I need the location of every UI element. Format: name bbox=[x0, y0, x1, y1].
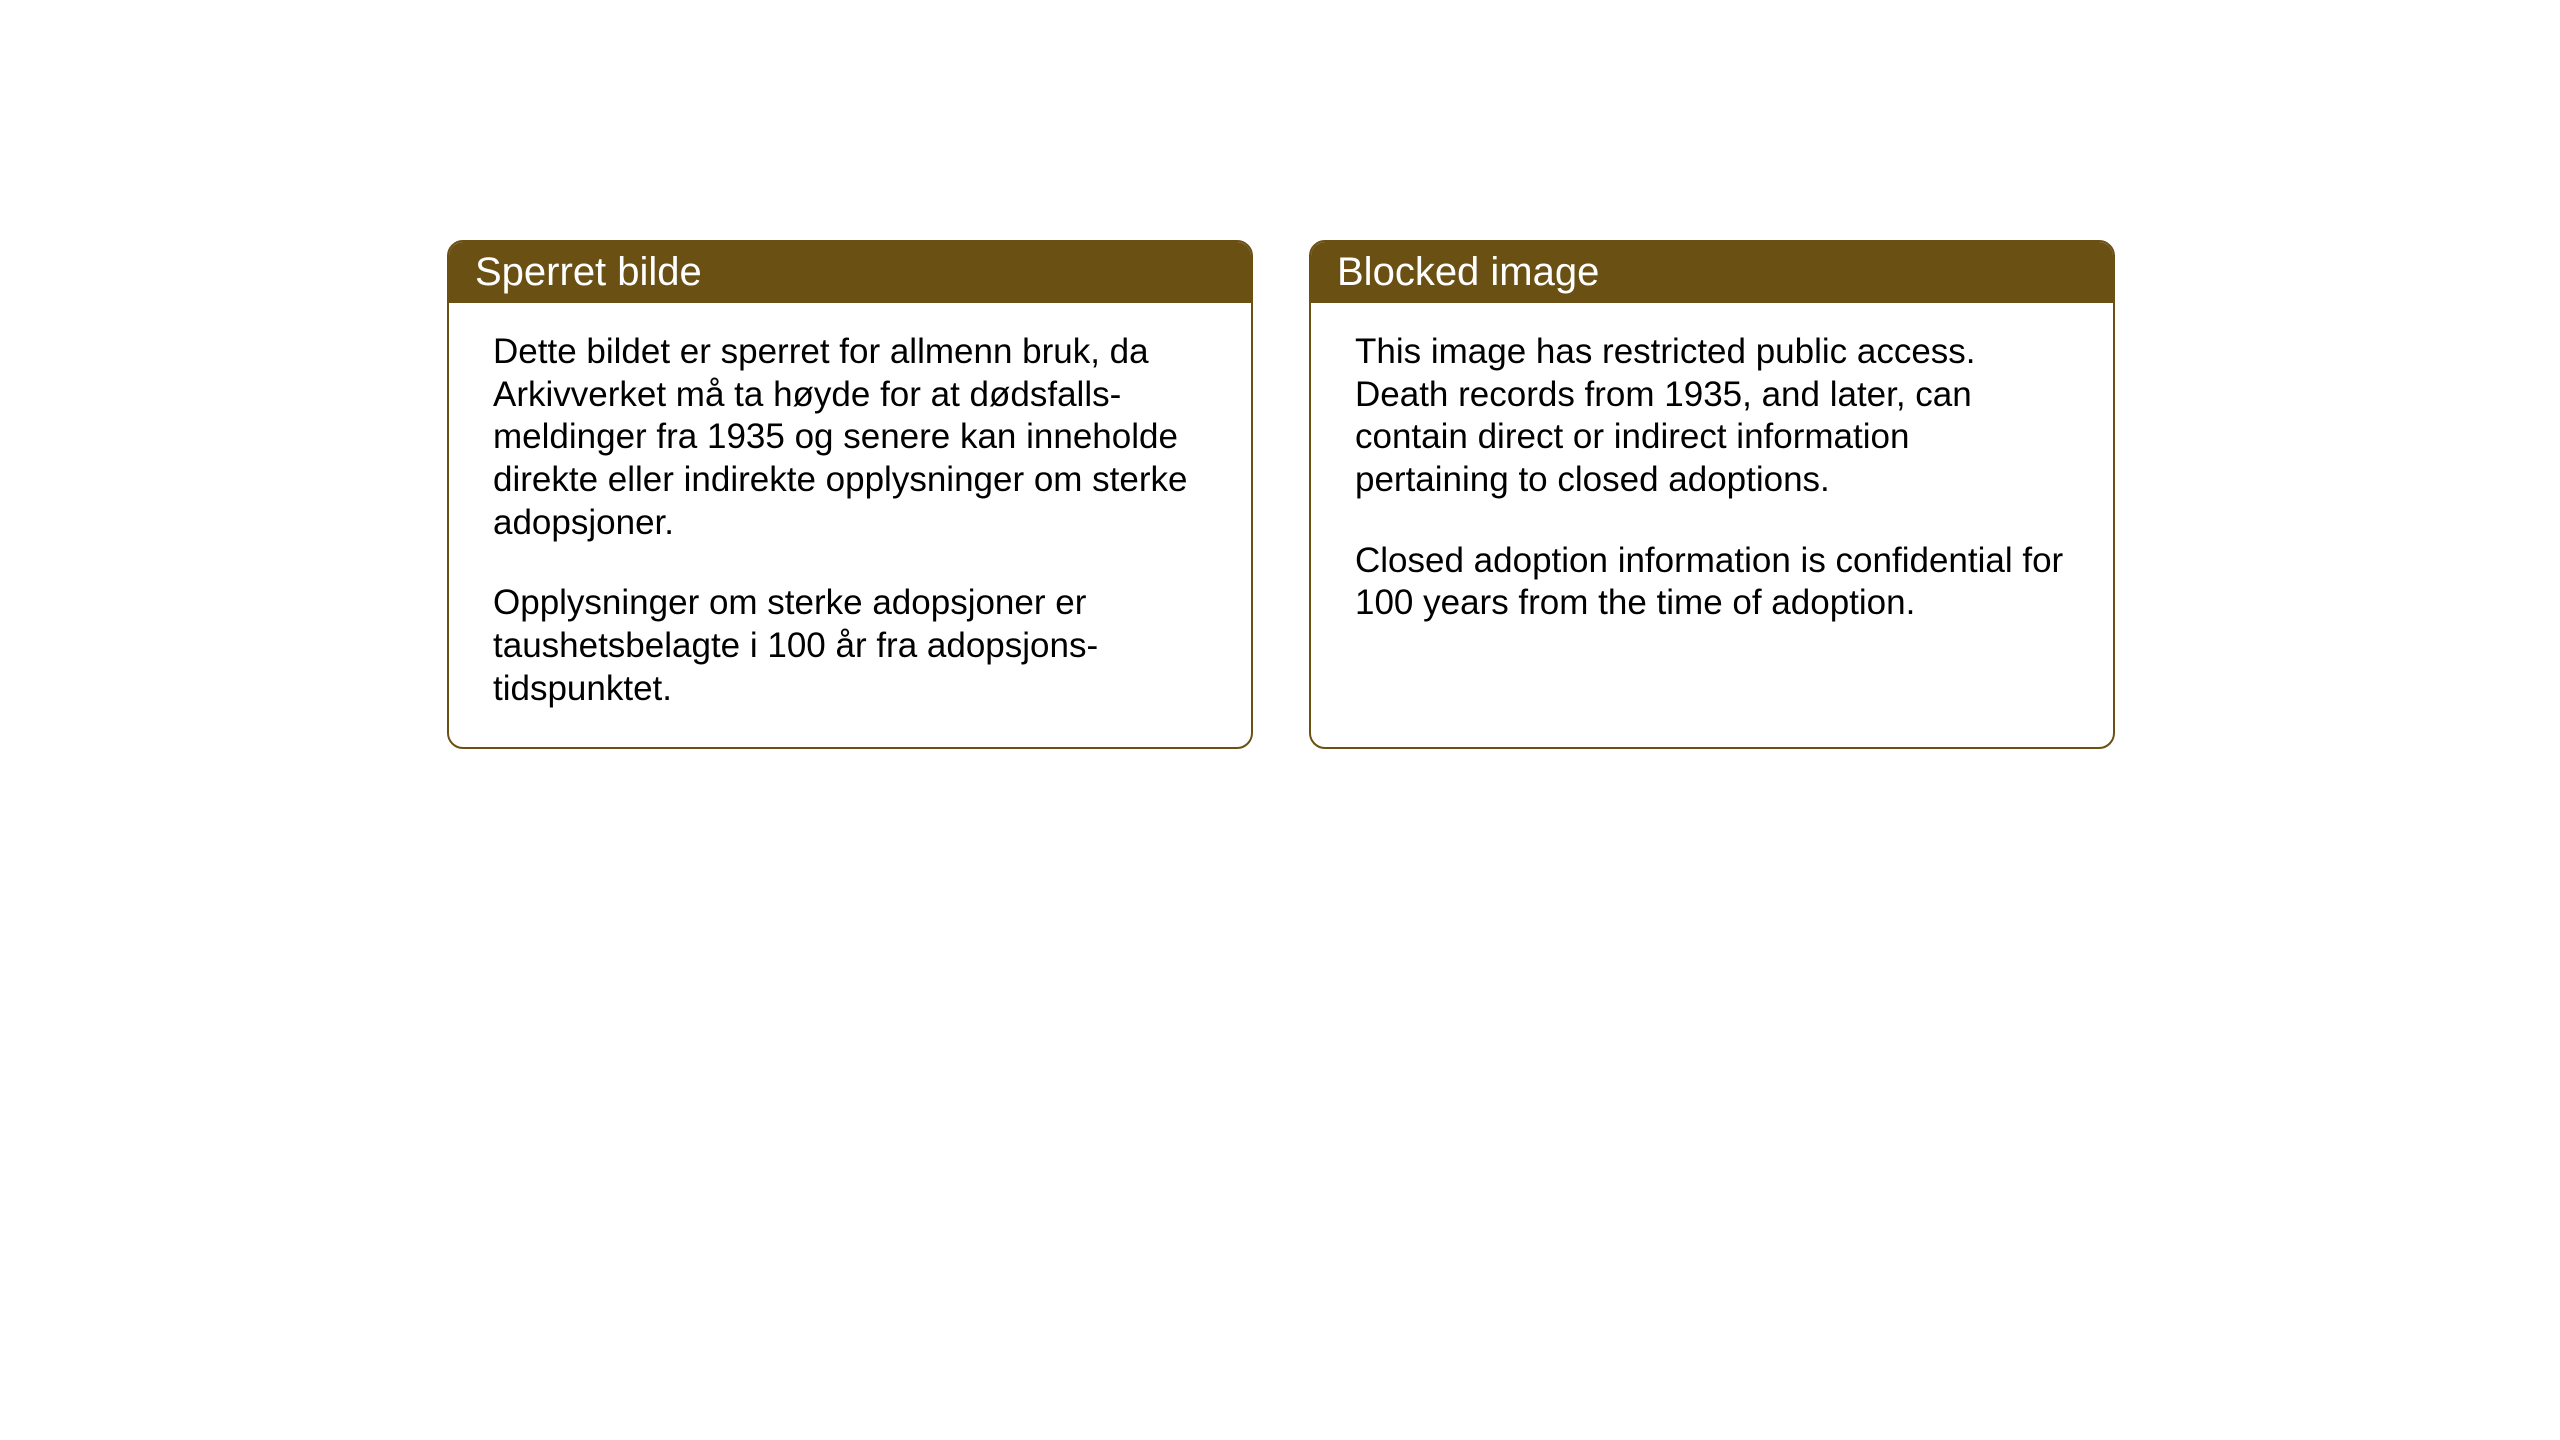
card-body-english: This image has restricted public access.… bbox=[1311, 303, 2113, 723]
card-body-norwegian: Dette bildet er sperret for allmenn bruk… bbox=[449, 303, 1251, 747]
card-header-english: Blocked image bbox=[1311, 242, 2113, 303]
paragraph-2-norwegian: Opplysninger om sterke adopsjoner er tau… bbox=[493, 582, 1207, 710]
card-title-english: Blocked image bbox=[1337, 250, 1599, 294]
paragraph-1-norwegian: Dette bildet er sperret for allmenn bruk… bbox=[493, 331, 1207, 544]
notice-card-norwegian: Sperret bilde Dette bildet er sperret fo… bbox=[447, 240, 1253, 749]
notice-card-english: Blocked image This image has restricted … bbox=[1309, 240, 2115, 749]
card-title-norwegian: Sperret bilde bbox=[475, 250, 702, 294]
card-header-norwegian: Sperret bilde bbox=[449, 242, 1251, 303]
paragraph-2-english: Closed adoption information is confident… bbox=[1355, 540, 2069, 625]
notice-container: Sperret bilde Dette bildet er sperret fo… bbox=[447, 240, 2115, 749]
paragraph-1-english: This image has restricted public access.… bbox=[1355, 331, 2069, 502]
